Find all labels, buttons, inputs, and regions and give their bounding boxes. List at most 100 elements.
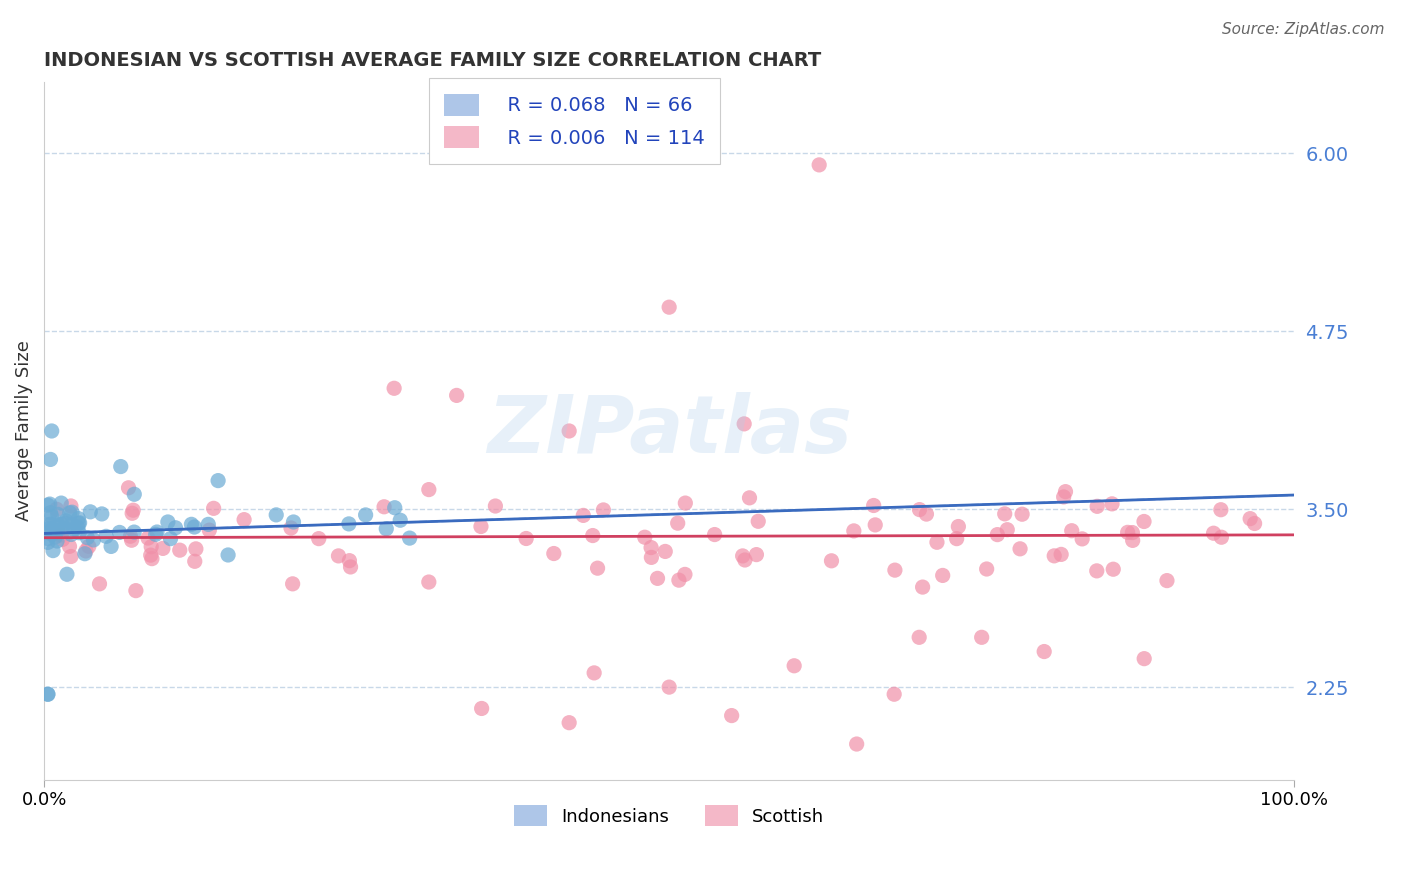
Point (446, 388, 468, 402)
Point (121, 533, 143, 548)
Point (1053, 490, 1076, 504)
Point (46, 524, 69, 538)
Point (38, 522, 60, 536)
Point (37, 532, 59, 546)
Point (720, 708, 742, 723)
Point (169, 543, 191, 558)
Point (1010, 541, 1032, 556)
Point (745, 548, 768, 562)
Point (783, 658, 806, 673)
Point (1060, 524, 1083, 538)
Point (640, 550, 662, 565)
Point (51, 528, 73, 542)
Point (558, 424, 581, 438)
Point (734, 553, 756, 567)
Point (673, 496, 696, 510)
Point (60, 505, 83, 519)
Point (970, 630, 993, 644)
Point (141, 540, 163, 554)
Point (184, 541, 207, 556)
Point (976, 562, 998, 576)
Point (46, 534, 69, 549)
Point (908, 630, 931, 644)
Point (418, 483, 440, 497)
Point (666, 516, 689, 531)
Point (1239, 511, 1261, 525)
Point (842, 524, 865, 538)
Point (217, 548, 239, 562)
Point (67, 511, 90, 525)
Point (863, 517, 886, 532)
Point (1209, 502, 1232, 516)
Point (1116, 525, 1139, 540)
Point (1121, 525, 1143, 540)
Point (373, 500, 395, 514)
Point (79, 505, 101, 519)
Point (994, 507, 1017, 521)
Point (384, 500, 406, 515)
Point (51, 517, 73, 532)
Point (1133, 515, 1156, 529)
Point (845, 737, 868, 751)
Point (654, 544, 676, 558)
Point (820, 554, 842, 568)
Point (60, 517, 83, 532)
Point (339, 560, 361, 574)
Point (184, 554, 207, 568)
Point (145, 527, 167, 541)
Point (183, 520, 205, 534)
Point (703, 527, 725, 541)
Point (141, 551, 163, 566)
Point (122, 525, 145, 540)
Point (67, 525, 90, 540)
Point (1102, 562, 1125, 576)
Point (198, 523, 221, 537)
Point (51, 496, 73, 510)
Text: Source: ZipAtlas.com: Source: ZipAtlas.com (1222, 22, 1385, 37)
Point (41, 424, 63, 438)
Point (925, 535, 948, 549)
Point (197, 517, 219, 532)
Point (398, 531, 420, 545)
Point (586, 561, 609, 575)
Point (59, 506, 82, 520)
Point (44, 530, 66, 544)
Point (41, 509, 63, 524)
Point (100, 540, 122, 554)
Point (931, 568, 953, 582)
Point (948, 519, 970, 533)
Point (69, 516, 91, 530)
Point (673, 567, 696, 582)
Point (108, 525, 131, 540)
Point (125, 583, 148, 598)
Point (945, 532, 967, 546)
Point (337, 516, 360, 531)
Point (110, 459, 132, 474)
Point (89, 577, 111, 591)
Point (738, 491, 761, 505)
Point (733, 417, 755, 431)
Point (418, 575, 440, 590)
Point (264, 508, 287, 522)
Point (1156, 574, 1178, 588)
Point (37, 687, 59, 701)
Point (58, 540, 80, 554)
Point (117, 481, 139, 495)
Point (180, 517, 202, 532)
Text: INDONESIAN VS SCOTTISH AVERAGE FAMILY SIZE CORRELATION CHART: INDONESIAN VS SCOTTISH AVERAGE FAMILY SI… (44, 51, 821, 70)
Point (572, 508, 595, 523)
Point (1043, 549, 1066, 563)
Point (60, 527, 83, 541)
Point (90, 507, 112, 521)
Point (45, 502, 67, 516)
Legend: Indonesians, Scottish: Indonesians, Scottish (508, 798, 831, 833)
Point (37, 517, 59, 532)
Point (339, 554, 361, 568)
Point (62, 522, 84, 536)
Point (1101, 497, 1123, 511)
Point (484, 499, 506, 513)
Point (883, 563, 905, 577)
Point (67, 516, 90, 531)
Point (59, 549, 82, 564)
Point (1122, 533, 1144, 548)
